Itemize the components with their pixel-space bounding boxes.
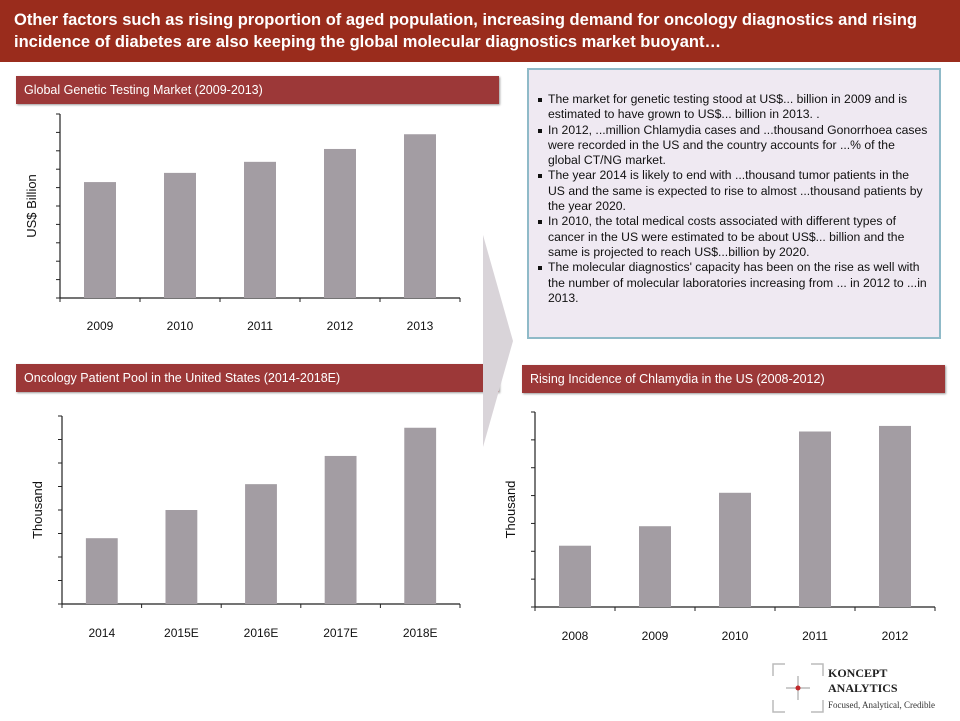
bar	[799, 431, 831, 607]
logo-line2: ANALYTICS	[828, 681, 898, 695]
x-tick-label: 2015E	[164, 626, 199, 640]
logo-line1: KONCEPT	[828, 666, 888, 680]
bar	[165, 510, 198, 604]
bar	[559, 545, 591, 607]
x-tick-label: 2011	[247, 319, 273, 333]
headline: Other factors such as rising proportion …	[0, 0, 960, 62]
bullet: In 2010, the total medical costs associa…	[537, 214, 929, 260]
bar	[324, 148, 356, 298]
bar	[879, 425, 911, 607]
bar	[85, 538, 118, 604]
bar	[244, 161, 276, 298]
chart-title-oncology: Oncology Patient Pool in the United Stat…	[16, 364, 499, 392]
x-tick-label: 2010	[722, 629, 749, 643]
bar	[245, 484, 277, 604]
bar	[324, 455, 357, 604]
bar	[164, 172, 196, 298]
key-findings-box: The market for genetic testing stood at …	[527, 68, 941, 339]
bar	[404, 427, 437, 604]
x-tick-label: 2016E	[244, 626, 279, 640]
arrow-icon	[483, 235, 513, 447]
y-axis-label: Thousand	[30, 481, 45, 539]
crosshair-logo-icon	[772, 663, 824, 713]
bullet: The year 2014 is likely to end with ...t…	[537, 168, 929, 214]
x-tick-label: 2013	[407, 319, 434, 333]
bullet: In 2012, ...million Chlamydia cases and …	[537, 123, 929, 169]
x-tick-label: 2012	[882, 629, 909, 643]
y-axis-label: Thousand	[503, 481, 518, 539]
x-tick-label: 2011	[802, 629, 828, 643]
chart-title-genetic-testing: Global Genetic Testing Market (2009-2013…	[16, 76, 499, 104]
chart-title-chlamydia: Rising Incidence of Chlamydia in the US …	[522, 365, 945, 393]
x-tick-label: 2014	[88, 626, 115, 640]
logo: KONCEPT ANALYTICS Focused, Analytical, C…	[770, 660, 960, 716]
bar	[404, 134, 436, 298]
x-tick-label: 2009	[87, 319, 114, 333]
logo-tagline: Focused, Analytical, Credible	[828, 700, 935, 710]
bullet: The molecular diagnostics' capacity has …	[537, 260, 929, 306]
bullet: The market for genetic testing stood at …	[537, 92, 929, 123]
bar	[719, 492, 751, 607]
x-tick-label: 2017E	[323, 626, 358, 640]
y-axis-label: US$ Billion	[24, 174, 39, 238]
bar	[639, 526, 671, 607]
x-tick-label: 2009	[642, 629, 669, 643]
x-tick-label: 2008	[562, 629, 589, 643]
x-tick-label: 2018E	[403, 626, 438, 640]
bar	[84, 182, 116, 298]
x-tick-label: 2012	[327, 319, 354, 333]
x-tick-label: 2010	[167, 319, 194, 333]
